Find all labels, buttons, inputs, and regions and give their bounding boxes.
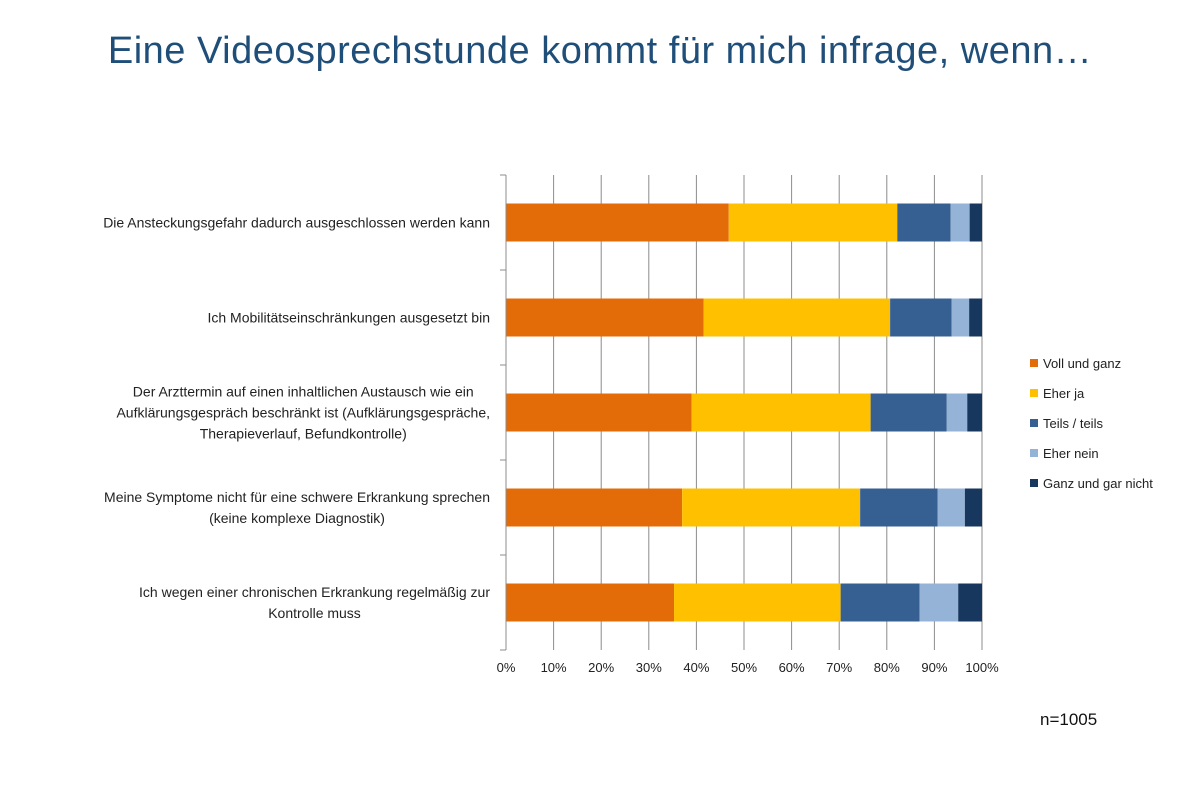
bar-segment	[890, 298, 952, 337]
bar-segment	[870, 393, 947, 432]
category-label: Die Ansteckungsgefahr dadurch ausgeschlo…	[103, 215, 490, 231]
category-label: Ich Mobilitätseinschränkungen ausgesetzt…	[207, 310, 490, 326]
legend-swatch	[1030, 419, 1038, 427]
bar-segment	[969, 203, 982, 242]
bar-segment	[969, 298, 982, 337]
bar-segment	[958, 583, 982, 622]
bar-segment	[951, 298, 970, 337]
bar-segment	[703, 298, 891, 337]
legend-label: Voll und ganz	[1043, 356, 1121, 371]
x-tick-labels: 0% 10% 20% 30% 40% 50% 60% 70% 80% 90% 100%	[497, 660, 999, 675]
legend-swatch	[1030, 449, 1038, 457]
bar-segment	[967, 393, 982, 432]
bars	[506, 203, 982, 622]
bar-segment	[674, 583, 841, 622]
category-label: Ich wegen einer chronischen Erkrankung r…	[139, 584, 490, 621]
bar-segment	[860, 488, 938, 527]
legend: Voll und ganz Eher ja Teils / teils Eher ne…	[1030, 356, 1153, 491]
x-tick-label: 80%	[874, 660, 900, 675]
sample-size-note: n=1005	[1040, 710, 1098, 729]
bar-segment	[897, 203, 951, 242]
category-label: Meine Symptome nicht für eine schwere Er…	[104, 489, 490, 526]
legend-label: Ganz und gar nicht	[1043, 476, 1153, 491]
x-tick-label: 90%	[921, 660, 947, 675]
legend-label: Eher ja	[1043, 386, 1085, 401]
x-tick-label: 70%	[826, 660, 852, 675]
x-tick-label: 60%	[779, 660, 805, 675]
legend-label: Teils / teils	[1043, 416, 1103, 431]
legend-swatch	[1030, 389, 1038, 397]
axes	[500, 174, 507, 651]
bar-segment	[506, 203, 729, 242]
bar-segment	[506, 393, 692, 432]
x-tick-label: 0%	[497, 660, 516, 675]
x-tick-label: 40%	[683, 660, 709, 675]
bar-segment	[506, 488, 683, 527]
legend-swatch	[1030, 479, 1038, 487]
bar-segment	[950, 203, 970, 242]
legend-label: Eher nein	[1043, 446, 1099, 461]
x-tick-label: 20%	[588, 660, 614, 675]
category-label: Der Arzttermin auf einen inhaltlichen Au…	[116, 384, 490, 442]
x-tick-label: 50%	[731, 660, 757, 675]
bar-segment	[728, 203, 898, 242]
x-tick-label: 30%	[636, 660, 662, 675]
x-tick-label: 10%	[541, 660, 567, 675]
bar-segment	[946, 393, 968, 432]
bar-segment	[691, 393, 871, 432]
bar-segment	[840, 583, 920, 622]
bar-segment	[506, 583, 675, 622]
bar-segment	[506, 298, 704, 337]
bar-segment	[919, 583, 959, 622]
legend-swatch	[1030, 359, 1038, 367]
bar-segment	[964, 488, 982, 527]
category-labels: Die Ansteckungsgefahr dadurch ausgeschlo…	[103, 215, 490, 622]
page-title: Eine Videosprechstunde kommt für mich in…	[107, 30, 1093, 72]
x-tick-label: 100%	[965, 660, 999, 675]
bar-segment	[937, 488, 965, 527]
bar-segment	[682, 488, 861, 527]
